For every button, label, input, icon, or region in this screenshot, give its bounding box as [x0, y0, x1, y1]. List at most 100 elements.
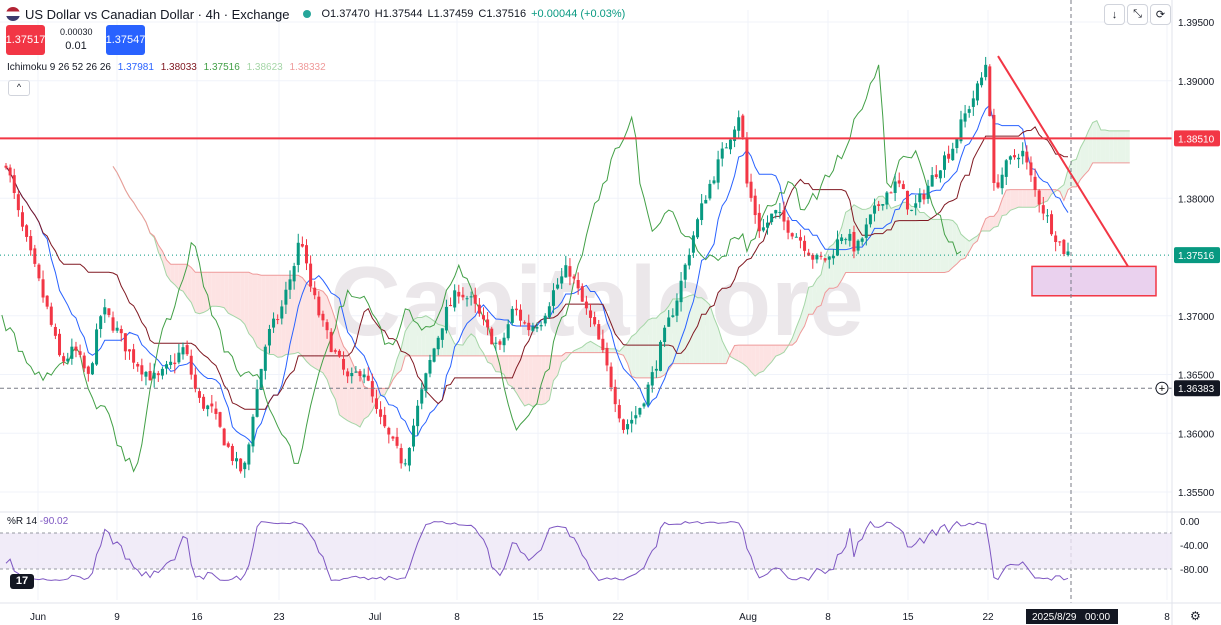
cloud-segment: [936, 219, 941, 273]
candle-body: [486, 319, 490, 328]
candle-body: [654, 368, 658, 371]
candle-body: [1054, 235, 1058, 243]
candle-body: [803, 240, 807, 251]
candle-body: [156, 373, 160, 376]
cloud-segment: [1043, 189, 1048, 203]
candle-body: [403, 463, 407, 465]
candle-body: [819, 255, 823, 257]
cloud-segment: [397, 348, 402, 375]
candle-body: [1017, 157, 1021, 160]
cloud-segment: [1002, 189, 1007, 216]
candle-body: [1012, 155, 1016, 158]
buy-button[interactable]: 1.37547: [106, 25, 145, 55]
cloud-segment: [619, 346, 624, 356]
cloud-segment: [668, 299, 673, 370]
candle-body: [506, 324, 510, 339]
candle-body: [86, 366, 90, 374]
expand-icon[interactable]: ⤡: [1127, 4, 1148, 25]
cloud-segment: [380, 388, 385, 396]
candle-body: [226, 443, 230, 447]
cloud-segment: [701, 297, 706, 364]
sell-button[interactable]: 1.37517: [6, 25, 45, 55]
leading-span-b-line: [112, 162, 1130, 389]
cloud-segment: [611, 348, 616, 353]
cloud-segment: [1084, 130, 1089, 175]
cloud-segment: [635, 328, 640, 378]
gear-icon[interactable]: ⚙: [1190, 609, 1201, 623]
cloud-segment: [738, 345, 743, 364]
candle-body: [453, 290, 457, 308]
tradingview-logo[interactable]: 17: [10, 574, 34, 589]
candle-body: [786, 220, 790, 233]
candle-body: [523, 322, 527, 324]
candle-body: [683, 264, 687, 280]
collapse-legend-button[interactable]: ^: [8, 80, 30, 96]
candle-body: [33, 248, 37, 264]
candle-body: [140, 365, 144, 375]
cloud-segment: [915, 206, 920, 273]
candle-body: [539, 325, 543, 327]
wr-tick-label: 0.00: [1180, 517, 1200, 528]
cloud-segment: [1026, 189, 1031, 208]
cloud-segment: [705, 300, 710, 364]
candle-body: [514, 308, 518, 311]
candle-body: [943, 155, 947, 170]
candle-body: [197, 391, 201, 398]
candle-body: [123, 333, 127, 352]
candle-body: [560, 276, 564, 284]
cloud-segment: [792, 327, 797, 346]
candle-body: [589, 310, 593, 318]
candle-body: [284, 289, 288, 305]
candle-body: [350, 373, 354, 377]
cloud-segment: [306, 282, 311, 366]
cycle-icon[interactable]: ⟳: [1150, 4, 1171, 25]
lot-size[interactable]: 0.01: [65, 40, 87, 52]
candle-body: [782, 210, 786, 222]
candle-body: [815, 254, 819, 260]
symbol-title[interactable]: US Dollar vs Canadian Dollar · 4h · Exch…: [25, 6, 290, 22]
crosshair-price-label-bg: [1174, 380, 1220, 397]
cloud-segment: [236, 272, 241, 320]
candle-body: [1033, 176, 1037, 190]
candle-body: [280, 306, 284, 319]
candle-body: [90, 363, 94, 375]
cloud-segment: [170, 264, 175, 285]
cloud-segment: [532, 355, 537, 407]
y-tick-label: 1.35500: [1178, 488, 1215, 499]
candle-body: [584, 301, 588, 309]
arrow-down-icon[interactable]: ↓: [1104, 4, 1125, 25]
cloud-segment: [631, 333, 636, 378]
candle-body: [868, 214, 872, 225]
candle-body: [148, 371, 152, 381]
lead-b-value: 1.38332: [289, 62, 326, 73]
candle-body: [873, 205, 877, 214]
candle-body: [300, 244, 304, 247]
candle-body: [103, 307, 107, 315]
cloud-segment: [524, 355, 529, 406]
candle-body: [111, 317, 115, 331]
x-tick-label: 15: [902, 612, 914, 623]
candle-body: [62, 356, 66, 362]
williams-r-legend[interactable]: %R 14 -90.02: [7, 516, 68, 527]
cloud-segment: [195, 272, 200, 314]
candle-body: [992, 114, 996, 183]
candle-body: [716, 159, 720, 183]
candle-body: [379, 409, 383, 417]
market-status-icon: [303, 10, 312, 18]
candle-body: [807, 252, 811, 256]
candle-body: [910, 209, 914, 211]
candle-body: [852, 231, 856, 252]
cloud-segment: [590, 341, 595, 353]
ichimoku-legend[interactable]: Ichimoku 9 26 52 26 26 1.37981 1.38033 1…: [7, 62, 330, 73]
candle-body: [82, 355, 86, 369]
ichimoku-name: Ichimoku 9 26 52 26 26: [7, 62, 111, 73]
cloud-segment: [409, 319, 414, 356]
cloud-segment: [816, 274, 822, 308]
cloud-segment: [475, 337, 480, 356]
candle-body: [53, 326, 57, 336]
candle-body: [428, 359, 432, 374]
cloud-segment: [1010, 189, 1015, 211]
candle-body: [605, 347, 609, 366]
candle-body: [724, 147, 728, 149]
